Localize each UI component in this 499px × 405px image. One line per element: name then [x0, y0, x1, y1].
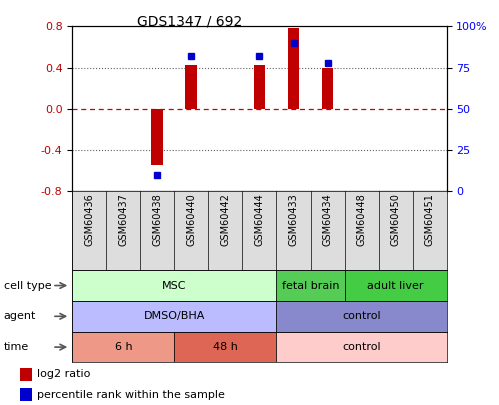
Bar	[72, 301, 276, 332]
Text: adult liver: adult liver	[367, 281, 424, 290]
Text: GSM60444: GSM60444	[254, 194, 264, 246]
Text: 6 h: 6 h	[115, 342, 132, 352]
Bar	[152, 109, 163, 165]
Bar	[276, 270, 344, 301]
Text: fetal brain: fetal brain	[282, 281, 339, 290]
Text: percentile rank within the sample: percentile rank within the sample	[37, 390, 226, 400]
Text: GSM60434: GSM60434	[322, 194, 332, 246]
Text: GSM60438: GSM60438	[152, 194, 162, 246]
Text: GSM60433: GSM60433	[288, 194, 298, 246]
Bar	[20, 388, 32, 401]
Bar	[253, 66, 265, 109]
Bar	[344, 270, 447, 301]
Bar	[72, 270, 276, 301]
Text: DMSO/BHA: DMSO/BHA	[144, 311, 205, 321]
Text: time: time	[3, 342, 29, 352]
Text: GSM60436: GSM60436	[84, 194, 94, 246]
Text: 48 h: 48 h	[213, 342, 238, 352]
Text: control: control	[342, 342, 381, 352]
Text: GSM60450: GSM60450	[391, 194, 401, 246]
Text: control: control	[342, 311, 381, 321]
Text: GSM60440: GSM60440	[187, 194, 197, 246]
Bar	[276, 301, 447, 332]
Bar	[20, 368, 32, 381]
Text: GSM60451: GSM60451	[425, 194, 435, 246]
Text: GDS1347 / 692: GDS1347 / 692	[137, 14, 242, 28]
Text: GSM60437: GSM60437	[118, 194, 128, 246]
Bar	[175, 332, 276, 362]
Text: cell type: cell type	[3, 281, 51, 290]
Text: MSC: MSC	[162, 281, 187, 290]
Bar	[72, 332, 175, 362]
Text: GSM60442: GSM60442	[221, 194, 231, 246]
Bar	[276, 332, 447, 362]
Text: agent: agent	[3, 311, 36, 321]
Bar	[186, 66, 198, 109]
Bar	[287, 28, 299, 109]
Bar	[321, 68, 333, 109]
Text: GSM60448: GSM60448	[357, 194, 367, 246]
Text: log2 ratio: log2 ratio	[37, 369, 91, 379]
